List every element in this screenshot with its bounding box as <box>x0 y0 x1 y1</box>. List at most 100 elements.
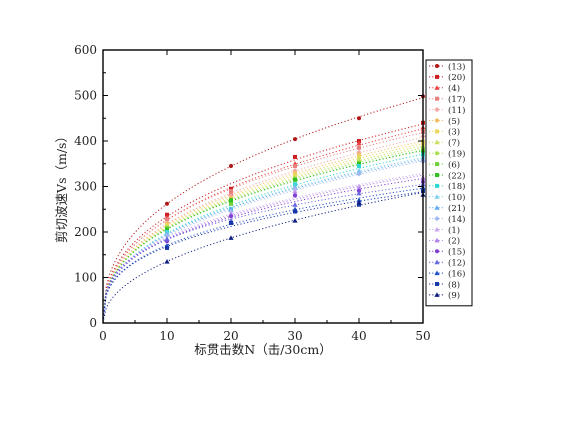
data-point-10-3 <box>357 161 361 166</box>
data-point-0-1 <box>229 164 233 169</box>
legend-label-3: (17) <box>448 94 465 105</box>
trend-line-15 <box>102 173 424 322</box>
legend: (13)(20)(4)(17)(11)(5)(3)(7)(19)(6)(22)(… <box>425 59 473 307</box>
data-point-1-0 <box>165 212 169 217</box>
legend-label-2: (4) <box>448 83 460 94</box>
legend-label-4: (11) <box>448 105 465 116</box>
data-point-10-0 <box>165 227 169 232</box>
x-tick-label: 50 <box>415 329 430 343</box>
legend-marker-19 <box>434 270 440 276</box>
data-point-9-1 <box>229 201 233 206</box>
trend-line-21 <box>102 191 424 323</box>
trend-line-1 <box>102 123 424 322</box>
legend-label-20: (8) <box>448 279 460 290</box>
legend-marker-8 <box>435 151 439 156</box>
y-tick-label: 400 <box>74 134 97 148</box>
legend-marker-16 <box>434 237 440 243</box>
legend-label-21: (9) <box>448 290 460 301</box>
y-tick-label: 0 <box>89 316 97 330</box>
legend-label-17: (15) <box>448 247 465 258</box>
data-point-18-2 <box>292 202 298 207</box>
data-point-17-1 <box>229 214 233 219</box>
legend-marker-4 <box>434 107 440 113</box>
data-point-10-2 <box>293 177 297 182</box>
x-tick-label: 10 <box>159 329 174 343</box>
data-point-14-0 <box>164 233 170 239</box>
trend-line-2 <box>102 128 424 322</box>
legend-label-11: (18) <box>448 181 465 192</box>
data-points <box>164 94 426 264</box>
legend-label-6: (3) <box>448 127 460 138</box>
data-point-11-3 <box>357 164 361 169</box>
y-tick-label: 300 <box>74 180 97 194</box>
data-point-3-3 <box>357 145 361 150</box>
legend-box <box>425 59 473 307</box>
trend-line-3 <box>102 132 424 322</box>
legend-marker-7 <box>434 139 440 145</box>
legend-marker-1 <box>435 74 439 79</box>
data-point-20-3 <box>357 202 361 207</box>
data-point-1-2 <box>293 154 297 159</box>
axes: 0 10 20 30 40 500100200300400500600标贯击数N（击/30… <box>54 43 431 357</box>
trend-line-12 <box>102 157 424 323</box>
legend-marker-20 <box>435 282 439 286</box>
legend-label-10: (22) <box>448 170 465 181</box>
trend-line-14 <box>102 160 424 323</box>
legend-marker-5 <box>435 118 439 123</box>
y-tick-label: 200 <box>74 225 97 239</box>
legend-label-8: (19) <box>448 149 465 160</box>
x-tick-label: 0 <box>99 329 107 343</box>
legend-label-0: (13) <box>448 61 465 72</box>
trend-line-7 <box>102 145 424 322</box>
data-point-14-3 <box>356 171 362 177</box>
x-tick-label: 20 <box>223 329 238 343</box>
legend-label-12: (10) <box>448 192 465 203</box>
trend-line-10 <box>102 149 424 322</box>
legend-label-13: (21) <box>448 203 465 214</box>
legend-marker-18 <box>434 259 440 265</box>
data-point-0-2 <box>293 137 297 142</box>
data-point-2-3 <box>356 140 362 146</box>
y-tick-label: 600 <box>74 43 97 57</box>
y-tick-label: 500 <box>74 89 97 103</box>
legend-marker-17 <box>435 249 439 254</box>
data-point-3-2 <box>293 164 297 169</box>
legend-label-9: (6) <box>448 159 460 170</box>
trend-line-19 <box>102 187 424 322</box>
data-point-18-3 <box>356 190 362 196</box>
legend-label-7: (7) <box>448 138 460 149</box>
legend-label-15: (1) <box>448 225 460 236</box>
legend-marker-6 <box>435 129 439 134</box>
legend-label-19: (16) <box>448 268 465 279</box>
data-point-20-1 <box>229 220 233 225</box>
data-point-21-2 <box>292 218 298 223</box>
data-point-21-0 <box>164 258 170 264</box>
trend-line-20 <box>102 191 424 322</box>
legend-marker-14 <box>434 216 440 222</box>
trend-lines <box>102 97 424 323</box>
data-point-3-0 <box>165 217 169 222</box>
legend-marker-11 <box>435 183 439 188</box>
x-tick-label: 30 <box>287 329 302 343</box>
trend-line-8 <box>102 147 424 322</box>
data-point-3-1 <box>229 189 233 194</box>
data-point-21-3 <box>356 199 362 205</box>
data-point-20-0 <box>165 245 169 250</box>
legend-label-1: (20) <box>448 72 465 83</box>
legend-marker-10 <box>435 173 439 177</box>
legend-marker-13 <box>434 205 440 210</box>
legend-marker-9 <box>435 162 439 167</box>
data-point-10-1 <box>229 198 233 203</box>
legend-marker-0 <box>435 64 439 68</box>
data-point-21-1 <box>228 235 234 240</box>
trend-line-4 <box>102 136 424 322</box>
trend-line-13 <box>102 158 424 322</box>
legend-marker-3 <box>435 96 439 101</box>
legend-marker-12 <box>434 194 440 199</box>
legend-label-16: (2) <box>448 236 460 247</box>
trend-line-17 <box>102 177 424 322</box>
data-point-0-0 <box>165 201 169 206</box>
legend-label-14: (14) <box>448 214 465 225</box>
